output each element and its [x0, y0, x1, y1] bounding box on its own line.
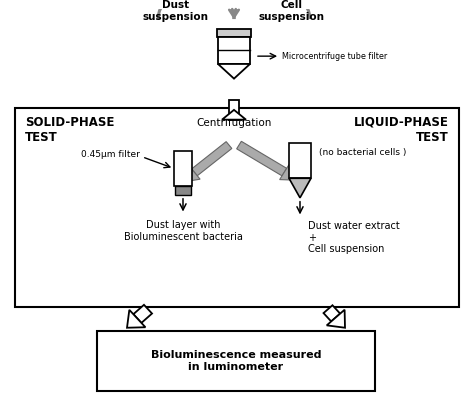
Bar [174, 151, 192, 186]
Text: Centrifugation: Centrifugation [196, 118, 272, 128]
Text: Microcentrifuge tube filter: Microcentrifuge tube filter [282, 52, 387, 61]
Polygon shape [280, 164, 298, 180]
Text: 0.45μm filter: 0.45μm filter [81, 150, 140, 159]
Text: Dust layer with
Bioluminescent bacteria: Dust layer with Bioluminescent bacteria [124, 220, 242, 242]
Text: SOLID-PHASE
TEST: SOLID-PHASE TEST [25, 116, 114, 144]
Polygon shape [127, 310, 146, 328]
Text: Bioluminescence measured
in luminometer: Bioluminescence measured in luminometer [151, 350, 321, 372]
Bar [229, 100, 239, 119]
Polygon shape [218, 64, 250, 79]
Polygon shape [237, 141, 287, 176]
Bar [289, 143, 311, 178]
Polygon shape [324, 305, 340, 322]
Bar [97, 331, 375, 391]
Polygon shape [327, 310, 345, 328]
Text: Cell
suspension: Cell suspension [259, 0, 325, 22]
Text: Dust water extract
+
Cell suspension: Dust water extract + Cell suspension [308, 221, 400, 255]
Bar [15, 108, 459, 307]
Bar [218, 36, 250, 64]
Polygon shape [289, 178, 311, 198]
Text: LIQUID-PHASE
TEST: LIQUID-PHASE TEST [354, 116, 449, 144]
Polygon shape [191, 142, 232, 176]
Bar [217, 29, 251, 36]
Bar [175, 186, 191, 195]
Polygon shape [133, 305, 152, 323]
Polygon shape [222, 110, 246, 119]
Text: (no bacterial cells ): (no bacterial cells ) [319, 148, 406, 157]
Text: Dust
suspension: Dust suspension [143, 0, 209, 22]
Polygon shape [182, 166, 200, 182]
